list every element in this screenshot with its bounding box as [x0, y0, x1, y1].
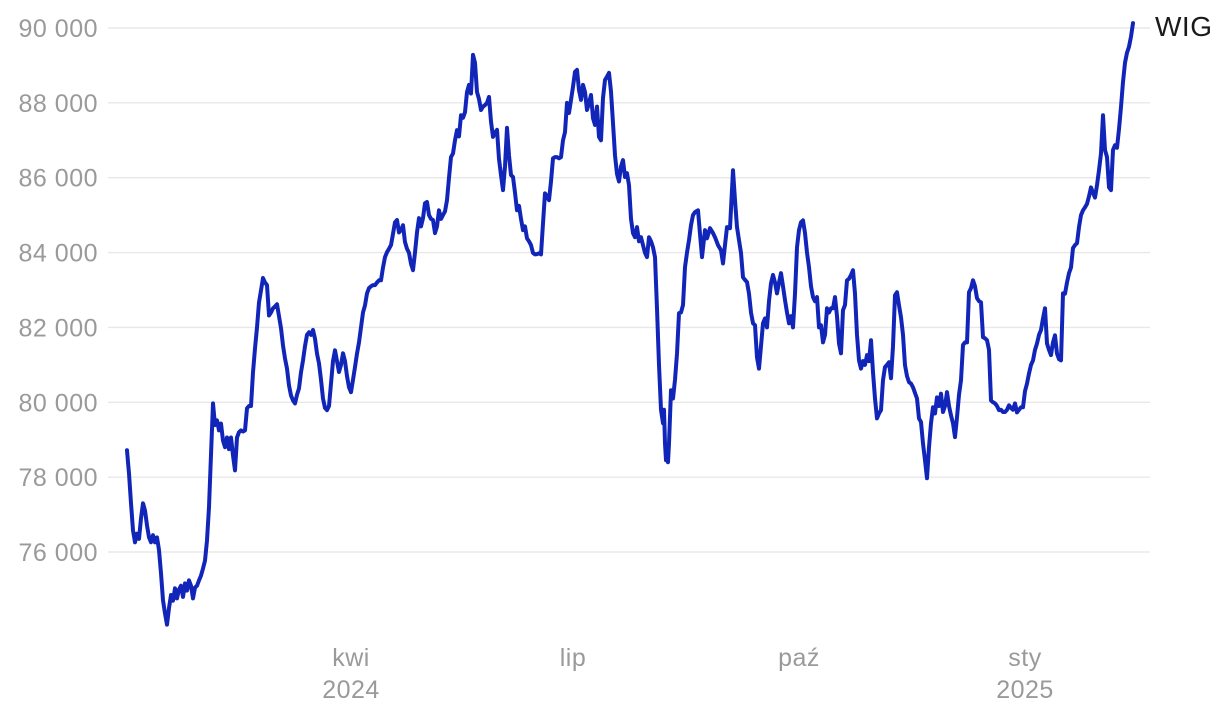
- y-axis-tick-label: 88 000: [19, 90, 98, 118]
- x-axis-year-label: 2025: [996, 676, 1054, 704]
- y-axis-tick-label: 84 000: [19, 240, 98, 268]
- gridlines: [108, 27, 1150, 553]
- y-axis-tick-label: 80 000: [19, 389, 98, 417]
- x-axis-tick-label: kwi: [332, 644, 370, 672]
- x-axis-year-label: 2024: [322, 676, 380, 704]
- y-axis-tick-label: 86 000: [19, 165, 98, 193]
- x-axis-tick-label: lip: [560, 644, 587, 672]
- y-axis-tick-label: 82 000: [19, 314, 98, 342]
- y-axis-tick-label: 78 000: [19, 464, 98, 492]
- x-axis-tick-label: paź: [778, 644, 820, 672]
- price-line: [125, 21, 1135, 627]
- series-label: WIG: [1155, 11, 1213, 42]
- x-axis-tick-label: sty: [1008, 644, 1041, 672]
- x-axis-labels: kwi 2024 lip paź sty 2025: [322, 644, 1054, 704]
- y-axis-tick-label: 76 000: [19, 539, 98, 567]
- y-axis-labels: 90 000 88 000 86 000 84 000 82 000 80 000 78 0…: [19, 15, 98, 567]
- y-axis-tick-label: 90 000: [19, 15, 98, 43]
